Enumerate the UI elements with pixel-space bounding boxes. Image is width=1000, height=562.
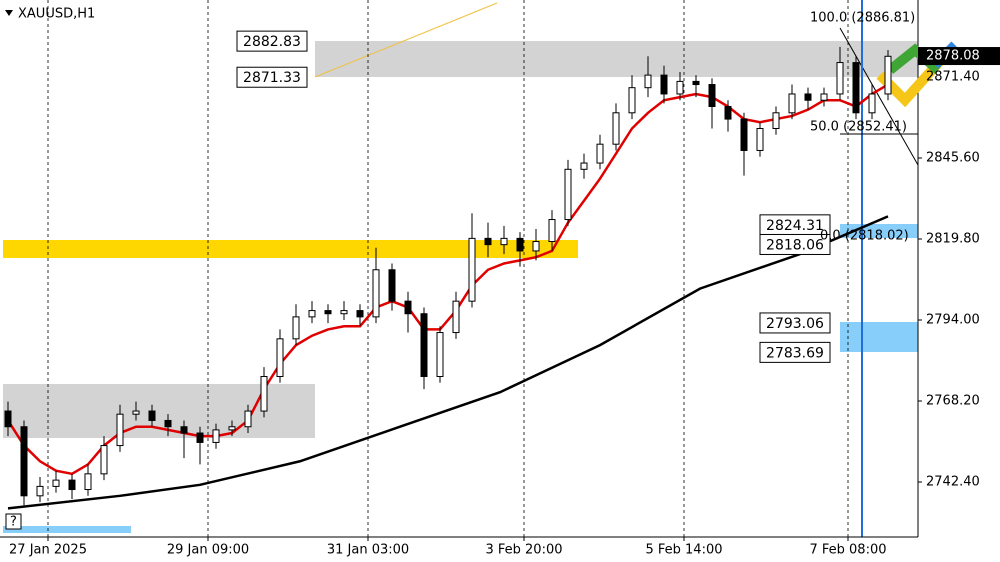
fibo-label: 100.0 (2886.81) bbox=[810, 11, 915, 26]
candle-body bbox=[228, 426, 236, 431]
candle-body bbox=[484, 237, 492, 246]
candle-body bbox=[132, 410, 140, 415]
candle-body bbox=[612, 112, 620, 145]
candle-body bbox=[292, 316, 300, 340]
candle-body bbox=[468, 237, 476, 302]
candle-body bbox=[628, 87, 636, 114]
candle-body bbox=[724, 106, 732, 120]
candle-body bbox=[436, 332, 444, 378]
candle-body bbox=[500, 237, 508, 246]
trend-line bbox=[839, 27, 919, 166]
candle-body bbox=[852, 62, 860, 114]
fibo-label: 50.0 (2852.41) bbox=[810, 120, 907, 135]
price-label-box bbox=[759, 341, 831, 363]
price-label: 2783.69 bbox=[766, 345, 824, 361]
x-tick-label: 27 Jan 2025 bbox=[9, 543, 87, 558]
x-tick-label: 5 Feb 14:00 bbox=[645, 543, 722, 558]
candle-body bbox=[388, 269, 396, 302]
candle-body bbox=[564, 168, 572, 221]
candle-body bbox=[596, 143, 604, 164]
zone bbox=[3, 526, 131, 533]
chart-title: XAUUSD,H1 bbox=[18, 7, 95, 22]
candle-body bbox=[452, 300, 460, 334]
price-label: 2871.33 bbox=[243, 70, 301, 86]
candle-body bbox=[708, 84, 716, 108]
candle-body bbox=[804, 93, 812, 101]
price-label-box bbox=[759, 312, 831, 334]
candle-body bbox=[116, 413, 124, 447]
zone bbox=[840, 322, 918, 352]
candle-body bbox=[196, 432, 204, 443]
candle-body bbox=[148, 410, 156, 421]
price-label-box bbox=[236, 30, 308, 52]
moving-average bbox=[7, 215, 889, 510]
candle-body bbox=[660, 74, 668, 95]
menu-arrow[interactable] bbox=[5, 10, 13, 16]
zone bbox=[3, 384, 315, 438]
candle-body bbox=[68, 479, 76, 491]
last-price-box bbox=[918, 47, 1000, 66]
y-tick-label: 2794.00 bbox=[926, 313, 980, 328]
x-tick-label: 29 Jan 09:00 bbox=[167, 543, 249, 558]
candle-body bbox=[260, 376, 268, 412]
price-label-box bbox=[236, 66, 308, 88]
candle-body bbox=[404, 300, 412, 315]
candle-body bbox=[244, 410, 252, 428]
y-tick-label: 2742.40 bbox=[926, 474, 980, 489]
candle-body bbox=[324, 310, 332, 315]
candle-body bbox=[36, 485, 44, 497]
candle-body bbox=[548, 219, 556, 243]
last-price: 2878.08 bbox=[926, 49, 980, 64]
candle-body bbox=[516, 237, 524, 252]
candle-body bbox=[20, 426, 28, 497]
candle-body bbox=[100, 445, 108, 475]
candle-body bbox=[340, 310, 348, 315]
candle-body bbox=[212, 429, 220, 443]
fibo-label: 0.0 (2818.02) bbox=[820, 229, 909, 244]
price-label-box bbox=[759, 233, 831, 255]
candle-body bbox=[4, 410, 12, 428]
x-tick-label: 7 Feb 08:00 bbox=[809, 543, 886, 558]
candle-body bbox=[884, 55, 892, 95]
candle-body bbox=[420, 313, 428, 378]
candle-body bbox=[644, 74, 652, 89]
trend-line bbox=[314, 2, 498, 78]
candle-body bbox=[372, 269, 380, 318]
price-label: 2793.06 bbox=[766, 316, 824, 332]
zone bbox=[315, 41, 918, 77]
candle-body bbox=[820, 93, 828, 101]
candle-body bbox=[52, 479, 60, 487]
candle-body bbox=[788, 93, 796, 114]
candle-body bbox=[756, 127, 764, 151]
candle-body bbox=[868, 93, 876, 114]
candle-body bbox=[580, 162, 588, 170]
x-tick-label: 3 Feb 20:00 bbox=[485, 543, 562, 558]
x-tick-label: 31 Jan 03:00 bbox=[327, 543, 409, 558]
y-tick-label: 2768.20 bbox=[926, 393, 980, 408]
candle-body bbox=[676, 80, 684, 95]
price-label: 2824.31 bbox=[766, 218, 824, 234]
candle-body bbox=[356, 310, 364, 318]
candle-body bbox=[836, 62, 844, 95]
y-tag: 2871.40 bbox=[926, 70, 980, 85]
candle-body bbox=[772, 112, 780, 129]
candle-body bbox=[532, 241, 540, 252]
y-tick-label: 2819.80 bbox=[926, 232, 980, 247]
zone bbox=[3, 240, 578, 258]
candle-body bbox=[276, 338, 284, 378]
price-label: 2882.83 bbox=[243, 34, 301, 50]
help-text[interactable]: ? bbox=[10, 515, 17, 530]
price-label: 2818.06 bbox=[766, 237, 824, 253]
y-tick-label: 2845.60 bbox=[926, 151, 980, 166]
candle-body bbox=[308, 310, 316, 318]
candle-body bbox=[740, 118, 748, 151]
moving-average bbox=[6, 83, 889, 476]
help-box[interactable] bbox=[5, 513, 22, 530]
candle-body bbox=[164, 419, 172, 428]
candle-body bbox=[692, 80, 700, 86]
candle-body bbox=[180, 426, 188, 434]
candle-body bbox=[84, 473, 92, 491]
